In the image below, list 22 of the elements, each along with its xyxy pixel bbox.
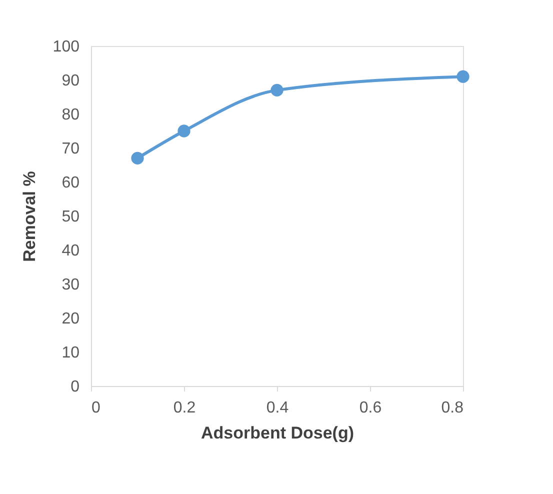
y-axis-title: Removal % bbox=[20, 171, 39, 262]
y-tick-label: 70 bbox=[62, 140, 80, 158]
x-tick-label: 0 bbox=[92, 400, 100, 416]
point bbox=[456, 70, 470, 83]
x-tick-label: 0.4 bbox=[266, 400, 289, 416]
y-tick-label: 50 bbox=[62, 208, 80, 226]
y-tick-label: 0 bbox=[70, 378, 80, 396]
point bbox=[270, 84, 284, 97]
point bbox=[178, 124, 190, 138]
x-axis-title: Adsorbent Dose(g) bbox=[201, 424, 354, 442]
y-tick-label: 30 bbox=[62, 276, 80, 294]
y-tick-label: 80 bbox=[62, 106, 80, 124]
x-tick-label: 0.8 bbox=[441, 400, 464, 416]
y-tick-label: 40 bbox=[62, 242, 80, 260]
y-tick-label: 20 bbox=[62, 310, 80, 328]
y-tick-label: 100 bbox=[52, 38, 80, 56]
y-tick-label: 10 bbox=[62, 344, 80, 362]
x-tick-label: 0.2 bbox=[173, 400, 196, 416]
y-tick-label: 60 bbox=[62, 174, 80, 192]
x-tick-label: 0.6 bbox=[359, 400, 382, 416]
y-tick-label: 90 bbox=[62, 72, 80, 90]
point bbox=[131, 152, 144, 165]
